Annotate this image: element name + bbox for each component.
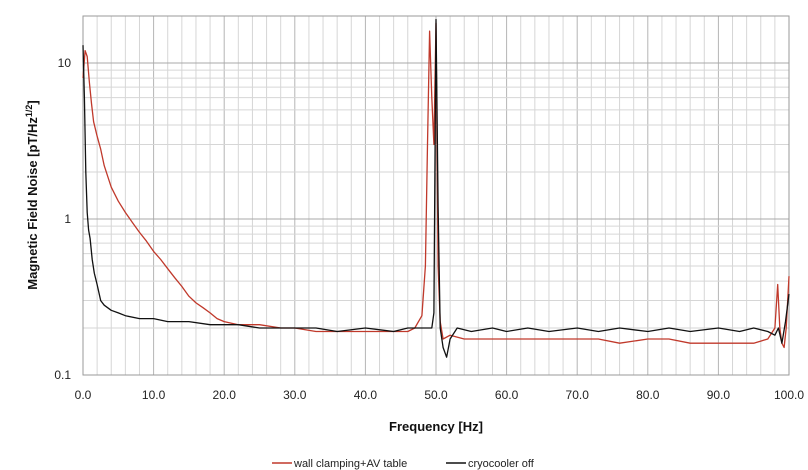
x-tick-label: 50.0: [424, 388, 448, 402]
y-axis-title-end: ]: [25, 100, 40, 104]
x-tick-label: 10.0: [142, 388, 166, 402]
y-tick-label: 0.1: [54, 368, 71, 382]
x-tick-label: 20.0: [213, 388, 237, 402]
y-tick-label: 1: [64, 212, 71, 226]
y-axis-title-superscript: 1/2: [24, 105, 34, 118]
series-line-2: [82, 18, 790, 358]
x-axis-title: Frequency [Hz]: [389, 419, 483, 434]
legend-label-series-2: cryocooler off: [468, 458, 535, 470]
y-axis-title-main: Magnetic Field Noise [pT/Hz: [25, 117, 40, 290]
x-axis-ticks: 0.0 10.0 20.0 30.0 40.0 50.0 60.0 70.0 80.0 90.0 1…: [75, 388, 805, 402]
legend-label-series-1: wall clamping+AV table: [293, 458, 407, 470]
y-axis-title: Magnetic Field Noise [pT/Hz1/2]: [24, 100, 40, 289]
x-tick-label: 40.0: [354, 388, 378, 402]
series-layer: [82, 18, 790, 358]
legend: wall clamping+AV table cryocooler off: [272, 458, 535, 470]
x-tick-label: 0.0: [75, 388, 92, 402]
x-tick-label: 100.0: [774, 388, 804, 402]
plot-frame: [82, 15, 790, 376]
x-tick-label: 60.0: [495, 388, 519, 402]
series-line-1: [82, 22, 790, 349]
x-tick-label: 30.0: [283, 388, 307, 402]
y-tick-label: 10: [58, 56, 72, 70]
x-tick-label: 70.0: [566, 388, 590, 402]
x-tick-label: 90.0: [707, 388, 731, 402]
x-tick-label: 80.0: [636, 388, 660, 402]
y-axis-ticks: 0.1 1 10: [54, 56, 71, 382]
